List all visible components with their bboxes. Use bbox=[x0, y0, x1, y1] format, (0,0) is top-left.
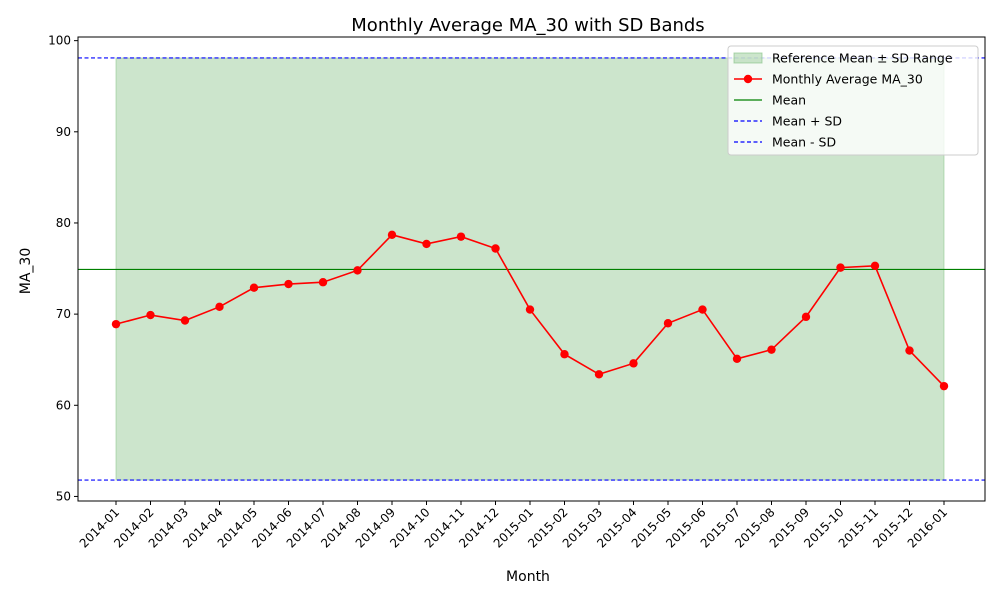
data-point bbox=[525, 305, 535, 314]
legend-swatch-band bbox=[733, 52, 763, 64]
data-point bbox=[905, 346, 914, 355]
legend: Reference Mean ± SD Range Monthly Average… bbox=[727, 45, 979, 156]
legend-label: Reference Mean ± SD Range bbox=[772, 51, 953, 66]
x-axis-label: Month bbox=[506, 569, 550, 585]
legend-box bbox=[727, 45, 979, 156]
y-tick-label: 100 bbox=[48, 34, 71, 48]
plot-frame bbox=[77, 36, 986, 502]
data-point bbox=[146, 310, 155, 320]
data-point bbox=[180, 316, 190, 325]
y-tick-label: 90 bbox=[56, 125, 71, 139]
data-point bbox=[387, 230, 397, 240]
data-point bbox=[939, 381, 949, 391]
data-point bbox=[663, 319, 673, 328]
data-point bbox=[767, 345, 776, 354]
legend-label: Mean - SD bbox=[772, 135, 836, 150]
y-tick-label: 70 bbox=[56, 307, 71, 321]
data-point bbox=[215, 302, 224, 312]
chart-title: Monthly Average MA_30 with SD Bands bbox=[351, 15, 704, 36]
legend-label: Mean + SD bbox=[772, 114, 842, 129]
y-tick-label: 60 bbox=[56, 398, 71, 412]
data-point bbox=[456, 232, 466, 241]
data-point bbox=[318, 278, 328, 287]
data-point bbox=[560, 350, 569, 359]
data-point bbox=[249, 283, 259, 292]
legend-label: Mean bbox=[772, 93, 806, 108]
y-tick-label: 50 bbox=[56, 489, 71, 503]
data-point bbox=[836, 263, 845, 272]
y-tick-label: 80 bbox=[56, 216, 71, 230]
y-axis-label: MA_30 bbox=[18, 248, 34, 294]
data-point bbox=[698, 305, 707, 314]
data-point bbox=[732, 354, 742, 363]
data-point bbox=[111, 319, 121, 329]
data-point bbox=[422, 239, 431, 249]
data-point bbox=[284, 279, 293, 289]
data-point bbox=[353, 266, 362, 275]
data-point bbox=[491, 244, 500, 253]
data-point bbox=[801, 312, 811, 322]
data-point bbox=[594, 370, 604, 379]
legend-label: Monthly Average MA_30 bbox=[772, 72, 923, 87]
legend-swatch-marker bbox=[743, 74, 753, 84]
data-point bbox=[629, 359, 638, 368]
data-point bbox=[870, 261, 880, 271]
